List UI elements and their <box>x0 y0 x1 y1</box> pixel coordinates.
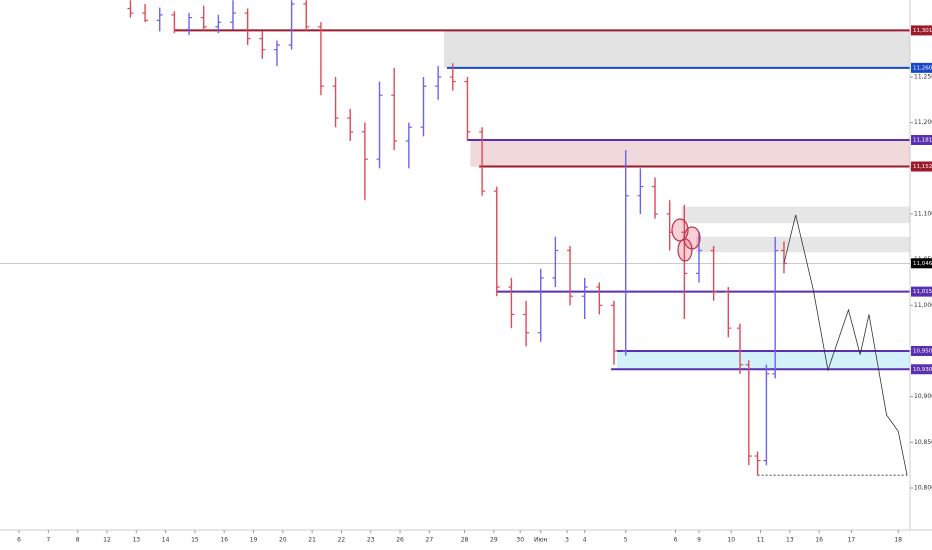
x-tick-label: 4 <box>583 537 587 544</box>
x-tick-label: 3 <box>565 537 569 544</box>
marker-circle <box>677 238 693 262</box>
level-label-box <box>911 345 932 356</box>
x-tick-label: 11 <box>757 537 765 544</box>
projection-line <box>783 214 908 476</box>
x-tick-label: Июн <box>534 537 548 544</box>
y-tick-label: 10,850 <box>914 439 932 446</box>
x-tick-label: 13 <box>786 537 794 544</box>
level-label-box <box>911 286 932 297</box>
level-label-box <box>911 25 932 36</box>
x-tick-label: 8 <box>76 537 80 544</box>
x-tick-label: 29 <box>490 537 498 544</box>
level-label-box <box>911 161 932 172</box>
level-label-box <box>911 364 932 375</box>
x-tick-label: 16 <box>815 537 823 544</box>
level-label: 11,260 <box>913 65 932 71</box>
x-tick-label: 5 <box>624 537 628 544</box>
level-label: 11,015 <box>913 289 932 295</box>
level-label: 11,181 <box>913 138 932 144</box>
x-tick-label: 15 <box>191 537 199 544</box>
x-tick-label: 28 <box>461 537 469 544</box>
zone <box>444 30 910 68</box>
y-tick-label: 11,100 <box>914 210 932 217</box>
level-label-box <box>911 135 932 146</box>
x-tick-label: 19 <box>250 537 258 544</box>
y-tick-label: 11,250 <box>914 73 932 80</box>
x-tick-label: 14 <box>162 537 170 544</box>
zone <box>616 350 910 370</box>
x-tick-label: 22 <box>338 537 346 544</box>
y-tick-label: 11,200 <box>914 119 932 126</box>
level-label: 11,301 <box>913 28 932 34</box>
level-label: 11,046 <box>913 261 932 267</box>
level-label-box <box>911 258 932 269</box>
x-tick-label: 18 <box>894 537 902 544</box>
x-tick-label: 13 <box>132 537 140 544</box>
x-tick-label: 7 <box>46 537 50 544</box>
x-tick-label: 26 <box>396 537 404 544</box>
y-tick-label: 10,900 <box>914 393 932 400</box>
level-label: 10,930 <box>913 367 932 373</box>
x-tick-label: 12 <box>103 537 111 544</box>
zone <box>470 140 910 167</box>
x-tick-label: 16 <box>220 537 228 544</box>
y-tick-label: 11,000 <box>914 302 932 309</box>
x-tick-label: 17 <box>848 537 856 544</box>
x-tick-label: 6 <box>17 537 21 544</box>
level-label: 10,950 <box>913 348 932 354</box>
markers <box>671 218 701 262</box>
x-tick-label: 9 <box>697 537 701 544</box>
x-tick-label: 21 <box>308 537 316 544</box>
y-tick-label: 10,800 <box>914 484 932 491</box>
x-tick-label: 20 <box>279 537 287 544</box>
x-tick-label: 23 <box>367 537 375 544</box>
x-tick-label: 30 <box>516 537 524 544</box>
x-tick-label: 6 <box>674 537 678 544</box>
plot-area <box>0 0 910 476</box>
level-label: 11,152 <box>913 164 932 170</box>
x-tick-label: 10 <box>727 537 735 544</box>
level-label-box <box>911 62 932 73</box>
x-tick-label: 27 <box>426 537 434 544</box>
